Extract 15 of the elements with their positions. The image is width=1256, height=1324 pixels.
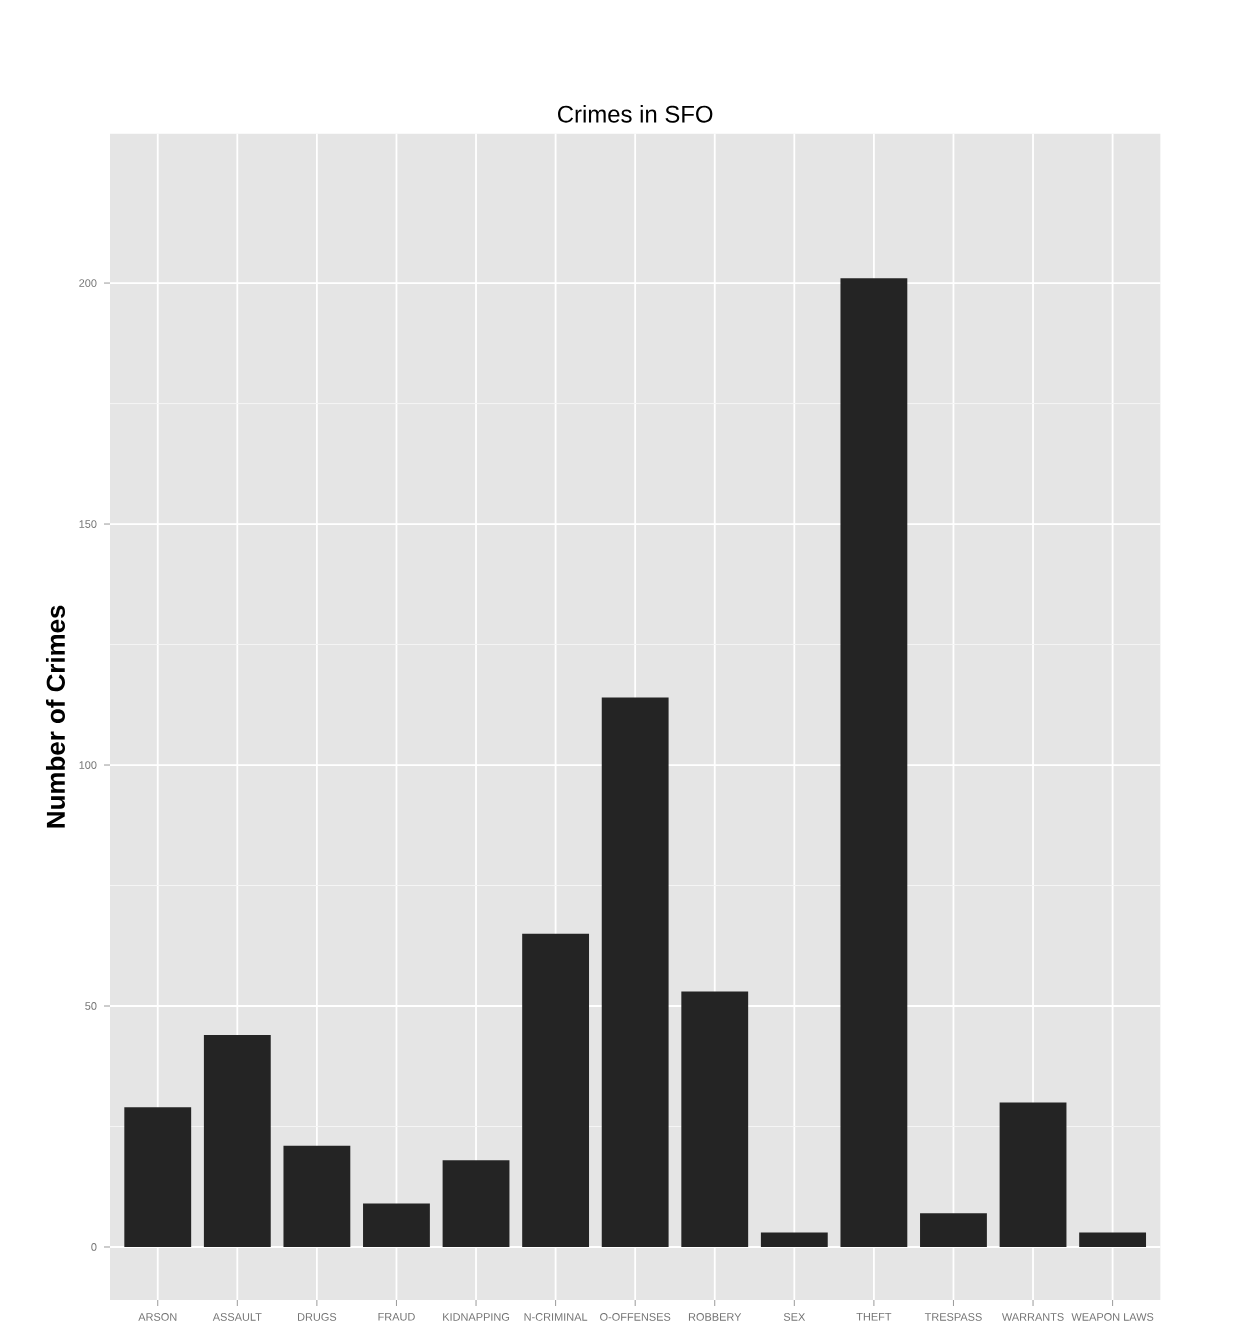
bar: [840, 278, 908, 1247]
bar: [124, 1107, 192, 1247]
bar: [1079, 1232, 1147, 1247]
chart-title: Crimes in SFO: [558, 105, 713, 123]
bar: [601, 697, 669, 1247]
bar: [203, 1034, 271, 1247]
bar: [522, 933, 590, 1247]
y-axis-title: Number of Crimes: [45, 605, 65, 828]
bar: [760, 1232, 828, 1247]
bar: [442, 1160, 510, 1247]
bar: [681, 991, 749, 1247]
bar: [283, 1145, 351, 1247]
bar: [999, 1102, 1067, 1247]
bar: [363, 1203, 430, 1247]
bar: [920, 1213, 987, 1247]
